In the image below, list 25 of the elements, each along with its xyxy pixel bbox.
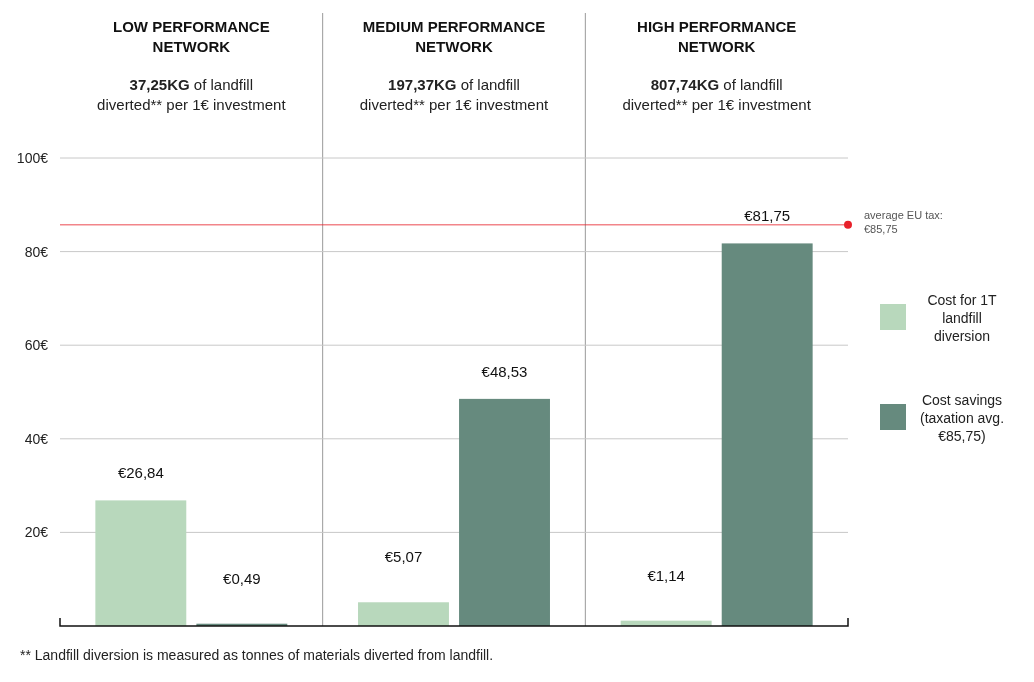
y-tick-label: 40€ (24, 430, 49, 447)
ref-line-label: average EU tax: €85,75 (864, 208, 943, 235)
data-label: €1,14 (647, 566, 685, 584)
data-label: €26,84 (117, 464, 164, 482)
text: 197,37KG of landfill diverted** per 1€ investment (359, 76, 550, 113)
bar (95, 500, 187, 626)
legend-label: Cost for 1T landfill diversion (927, 292, 998, 344)
data-label: €0,49 (223, 569, 261, 587)
text: ** Landfill diversion is measured as tonnes of materials diverted from landfill. (20, 647, 494, 663)
y-tick-label: 80€ (24, 243, 49, 260)
data-label: €5,07 (384, 548, 423, 566)
data-label: €81,75 (744, 207, 791, 225)
legend-label: Cost savings (taxation avg. €85,75) (919, 392, 1005, 444)
text: 37,25KG of landfill diverted** per 1€ investment (97, 76, 287, 113)
x-tick-label: LOW PERFORMANCE NETWORK (113, 18, 270, 55)
bar (358, 602, 449, 626)
text: 807,74KG of landfill diverted** per 1€ investment (622, 76, 812, 113)
x-tick-label: MEDIUM PERFORMANCE NETWORK (362, 18, 546, 55)
y-tick-label: 20€ (24, 524, 49, 541)
y-tick-label: 60€ (24, 337, 49, 354)
bar (459, 398, 550, 626)
x-tick-label: HIGH PERFORMANCE NETWORK (637, 18, 797, 55)
bar (721, 243, 813, 626)
data-label: €48,53 (481, 362, 528, 380)
y-tick-label: 100€ (16, 149, 49, 166)
